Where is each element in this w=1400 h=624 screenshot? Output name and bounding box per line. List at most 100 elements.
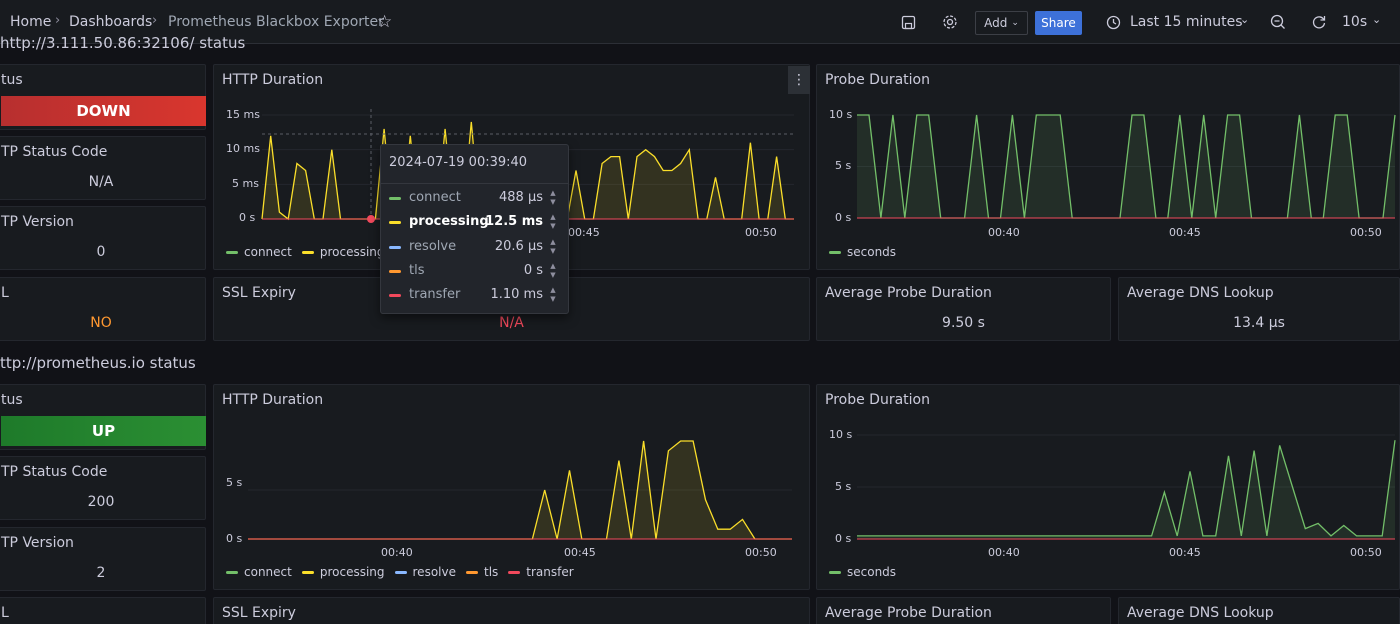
tooltip-row-processing: processing 12.5 ms ▲ ▼ [389, 213, 559, 233]
chart-plot [857, 114, 1396, 219]
panel-title: TP Status Code [1, 144, 108, 160]
panel-title: tus [1, 72, 23, 88]
chart-plot [248, 440, 792, 540]
status-value-down: DOWN [1, 96, 206, 126]
tooltip-time: 2024-07-19 00:39:40 [389, 155, 528, 170]
chart-tooltip: 2024-07-19 00:39:40 connect 488 µs ▲ ▼ pr… [380, 144, 569, 314]
legend-item-processing[interactable]: processing [301, 245, 385, 259]
legend-item-connect[interactable]: connect [226, 245, 292, 259]
tooltip-row-transfer: transfer 1.10 ms ▲ ▼ [389, 286, 559, 306]
legend-label: processing [319, 245, 385, 259]
add-button[interactable]: Add ⌄ [975, 11, 1028, 35]
x-tick-label: 00:40 [988, 226, 1020, 239]
chevron-down-icon[interactable]: ⌄ [1372, 13, 1382, 26]
sort-arrows-icon[interactable]: ▲ ▼ [550, 286, 556, 303]
average-probe-duration-panel: Average Probe Duration [816, 597, 1111, 624]
panel-title: TP Status Code [1, 464, 108, 480]
http-duration-chart [248, 440, 792, 540]
sort-arrows-icon[interactable]: ▲ ▼ [550, 213, 556, 230]
share-button[interactable]: Share [1035, 11, 1082, 35]
tooltip-divider [381, 183, 568, 184]
tooltip-series-value: 20.6 µs [494, 239, 543, 254]
legend-swatch [226, 570, 238, 574]
y-tick-label: 10 s [829, 428, 853, 441]
gear-icon[interactable] [942, 14, 958, 30]
panel-title: L [1, 285, 9, 301]
breadcrumb-separator-icon: › [152, 13, 158, 28]
chart-legend: seconds [829, 565, 896, 579]
legend-item-resolve[interactable]: resolve [394, 565, 456, 579]
legend-swatch [465, 570, 478, 574]
tooltip-swatch [389, 221, 401, 224]
probe-duration-chart [857, 114, 1396, 219]
breadcrumb-home[interactable]: Home [10, 14, 52, 30]
x-tick-label: 00:50 [745, 546, 777, 559]
time-range-picker[interactable]: Last 15 minutes [1130, 14, 1243, 30]
legend-item-seconds[interactable]: seconds [829, 245, 896, 259]
panel-title: TP Version [1, 535, 74, 551]
tooltip-series-value: 12.5 ms [485, 214, 543, 229]
sort-arrows-icon[interactable]: ▲ ▼ [550, 189, 556, 206]
panel-title: Average Probe Duration [825, 605, 992, 621]
legend-item-tls[interactable]: tls [465, 565, 499, 579]
stat-value: 13.4 µs [1233, 315, 1285, 331]
save-icon[interactable] [901, 15, 916, 30]
x-tick-label: 00:50 [745, 226, 777, 239]
legend-swatch [301, 570, 314, 574]
x-tick-label: 00:45 [1169, 226, 1201, 239]
refresh-icon[interactable] [1311, 14, 1327, 30]
zoom-out-icon[interactable] [1270, 14, 1286, 30]
legend-label: transfer [526, 565, 574, 579]
http-status-code-panel: TP Status Code 200 [0, 456, 206, 520]
stat-value: 9.50 s [942, 315, 985, 331]
hover-point [367, 215, 375, 223]
tooltip-swatch [389, 294, 401, 297]
breadcrumb-dashboards[interactable]: Dashboards [69, 14, 153, 30]
chevron-down-icon: ⌄ [1011, 18, 1019, 28]
panel-title: HTTP Duration [222, 72, 324, 88]
stat-value: 0 [96, 244, 106, 260]
stat-value: 200 [87, 494, 115, 510]
legend-label: tls [483, 565, 499, 579]
http-duration-panel[interactable]: HTTP Duration 5 s 0 s 00:40 00:45 00:50 … [213, 384, 810, 590]
probe-duration-panel[interactable]: Probe Duration 10 s 5 s 0 s 00:40 00:45 … [816, 64, 1400, 270]
y-tick-label: 0 s [835, 211, 852, 224]
sort-arrows-icon[interactable]: ▲ ▼ [550, 262, 556, 279]
http-version-panel: TP Version 2 [0, 527, 206, 591]
tooltip-row-connect: connect 488 µs ▲ ▼ [389, 189, 559, 209]
ssl-panel: L [0, 597, 206, 624]
status-value-up: UP [1, 416, 206, 446]
legend-item-connect[interactable]: connect [226, 565, 292, 579]
average-probe-duration-panel: Average Probe Duration 9.50 s [816, 277, 1111, 341]
legend-label: connect [244, 565, 292, 579]
panel-menu-icon[interactable]: ⋮ [788, 66, 810, 94]
tooltip-series-name: transfer [409, 287, 461, 302]
sort-arrows-icon[interactable]: ▲ ▼ [550, 238, 556, 255]
y-tick-label: 5 ms [232, 177, 259, 190]
stat-value: 2 [96, 565, 106, 581]
series-area-fill [262, 121, 794, 219]
probe-duration-panel[interactable]: Probe Duration 10 s 5 s 0 s 00:40 00:45 … [816, 384, 1400, 590]
panel-title: Average Probe Duration [825, 285, 992, 301]
tooltip-row-tls: tls 0 s ▲ ▼ [389, 262, 559, 282]
row-title[interactable]: ttp://prometheus.io status [0, 354, 196, 372]
refresh-interval-picker[interactable]: 10s [1342, 14, 1368, 30]
chevron-down-icon[interactable]: ⌄ [1240, 13, 1250, 26]
legend-item-transfer[interactable]: transfer [508, 565, 574, 579]
legend-label: resolve [412, 565, 456, 579]
http-status-code-panel: TP Status Code N/A [0, 136, 206, 200]
legend-item-processing[interactable]: processing [301, 565, 385, 579]
stat-value: N/A [499, 315, 524, 331]
clock-icon [1106, 15, 1121, 30]
chart-legend: connect processing resolve tls transfer [226, 565, 574, 579]
legend-item-seconds[interactable]: seconds [829, 565, 896, 579]
star-icon[interactable]: ☆ [377, 12, 393, 32]
panel-title: HTTP Duration [222, 392, 324, 408]
series-area-fill [248, 441, 792, 539]
legend-swatch [301, 250, 314, 254]
row-title[interactable]: http://3.111.50.86:32106/ status [0, 34, 246, 52]
y-tick-label: 5 s [835, 480, 852, 493]
y-tick-label: 10 ms [226, 142, 260, 155]
tooltip-series-name: resolve [409, 239, 457, 254]
panel-title: Probe Duration [825, 72, 930, 88]
